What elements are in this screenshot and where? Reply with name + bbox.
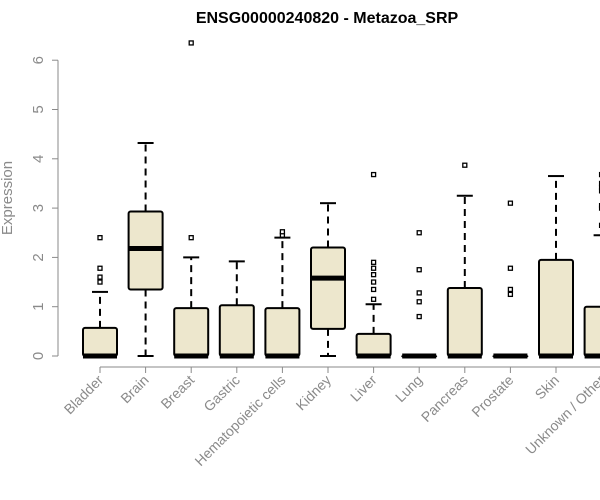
outlier-point: [97, 235, 103, 241]
x-tick-label: Liver: [347, 372, 380, 405]
outlier-point: [507, 291, 514, 298]
y-tick-label: 2: [30, 253, 47, 261]
x-tick-label: Breast: [157, 372, 197, 412]
y-tick-label: 1: [30, 303, 47, 311]
iqr-box: [173, 307, 210, 357]
outlier-point: [97, 265, 103, 271]
y-tick-label: 6: [30, 56, 47, 64]
iqr-box: [218, 304, 255, 358]
box-prostate: [492, 200, 529, 359]
outlier-point: [416, 290, 422, 296]
box-kidney: [310, 202, 346, 357]
outlier-point: [188, 235, 194, 241]
y-tick-label: 4: [30, 155, 47, 163]
outlier-point: [370, 286, 377, 293]
outlier-point: [279, 229, 286, 235]
box-brain: [127, 142, 164, 357]
box-breast: [173, 40, 210, 359]
y-tick-label: 3: [30, 204, 47, 212]
box-pancreas: [446, 162, 483, 359]
x-tick-label: Prostate: [468, 372, 516, 420]
outlier-point: [416, 299, 422, 305]
y-tick-label: 0: [30, 352, 47, 360]
iqr-box: [82, 326, 118, 357]
iqr-box: [264, 307, 301, 357]
iqr-box: [355, 332, 392, 358]
outlier-point: [507, 265, 514, 271]
outlier-point: [370, 296, 377, 302]
iqr-box: [583, 305, 600, 357]
outlier-point: [188, 40, 194, 46]
chart-title: ENSG00000240820 - Metazoa_SRP: [196, 10, 459, 27]
x-tick-label: Brain: [117, 372, 151, 406]
boxes-group: [82, 40, 600, 359]
y-tick-label: 5: [30, 105, 47, 113]
box-hematopoietic-cells: [264, 229, 301, 359]
x-tick-label: Hematopoietic cells: [191, 372, 288, 469]
y-axis: 0 1 2 3 4 5 6: [30, 56, 59, 360]
box-unknown-other: [583, 171, 600, 359]
x-tick-label: Unknown / Other: [522, 372, 600, 458]
outlier-point: [370, 171, 377, 178]
outlier-point: [97, 279, 103, 285]
box-skin: [538, 175, 574, 359]
iqr-box: [310, 246, 346, 330]
outlier-point: [507, 200, 514, 206]
x-tick-label: Lung: [392, 372, 425, 405]
x-tick-label: Pancreas: [418, 372, 471, 425]
x-tick-label: Bladder: [61, 372, 107, 418]
outlier-point: [370, 272, 377, 278]
x-tick-label: Skin: [532, 372, 563, 403]
box-lung: [401, 230, 438, 359]
box-liver: [355, 171, 392, 359]
outlier-point: [97, 274, 103, 280]
outlier-point: [416, 230, 422, 236]
y-axis-label: Expression: [0, 161, 16, 235]
outlier-point: [370, 265, 377, 271]
outlier-point: [416, 313, 422, 320]
outlier-point: [370, 259, 377, 265]
box-gastric: [218, 260, 255, 359]
x-tick-label: Gastric: [200, 372, 243, 415]
outlier-point: [507, 286, 514, 293]
outlier-point: [462, 162, 468, 168]
outlier-point: [370, 279, 377, 285]
iqr-box: [446, 286, 483, 357]
outlier-point: [416, 267, 422, 273]
iqr-box: [538, 258, 574, 357]
x-tick-label: Kidney: [293, 372, 335, 414]
box-bladder: [82, 235, 118, 359]
